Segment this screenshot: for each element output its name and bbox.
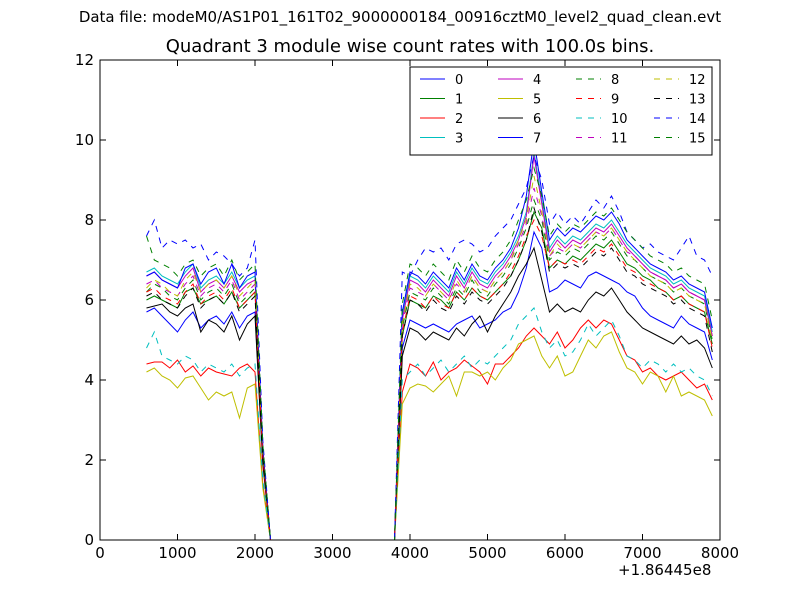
x-tick-label: 0 — [95, 544, 105, 562]
y-tick-label: 10 — [75, 131, 94, 149]
y-tick-label: 0 — [84, 531, 94, 549]
legend-label-14: 14 — [689, 112, 706, 127]
legend-label-13: 13 — [689, 93, 706, 108]
legend-label-7: 7 — [533, 132, 541, 147]
legend-label-9: 9 — [611, 93, 619, 108]
legend-label-0: 0 — [455, 73, 463, 88]
series-line-5 — [146, 331, 713, 540]
x-tick-label: 7000 — [623, 544, 661, 562]
legend-label-11: 11 — [611, 132, 628, 147]
series-line-4 — [146, 155, 713, 540]
figure-suptitle: Data file: modeM0/AS1P01_161T02_90000001… — [78, 8, 722, 26]
legend-label-12: 12 — [689, 73, 706, 88]
series-line-12 — [146, 175, 713, 540]
x-tick-label: 8000 — [701, 544, 739, 562]
legend-label-2: 2 — [455, 112, 463, 127]
legend-label-6: 6 — [533, 112, 541, 127]
series-line-13 — [146, 206, 713, 540]
series-line-8 — [146, 198, 713, 540]
x-tick-label: 1000 — [158, 544, 196, 562]
x-tick-label: 3000 — [313, 544, 351, 562]
series-layer — [146, 139, 713, 540]
series-line-11 — [146, 187, 713, 540]
x-tick-label: 6000 — [546, 544, 584, 562]
series-line-7 — [146, 139, 713, 540]
plot-title: Quadrant 3 module wise count rates with … — [165, 36, 655, 57]
series-line-14 — [146, 154, 713, 540]
x-tick-label: 5000 — [468, 544, 506, 562]
legend-label-4: 4 — [533, 73, 541, 88]
series-line-15 — [146, 166, 713, 540]
y-tick-label: 6 — [84, 291, 94, 309]
x-tick-label: 2000 — [236, 544, 274, 562]
legend-label-5: 5 — [533, 93, 541, 108]
series-line-6 — [146, 246, 713, 540]
legend-label-8: 8 — [611, 73, 619, 88]
series-line-0 — [146, 230, 713, 540]
legend-label-15: 15 — [689, 132, 706, 147]
tick-layer: 0 1000 2000 3000 4000 5000 6000 7000 80000246810… — [75, 51, 739, 562]
legend-box — [409, 66, 713, 156]
y-tick-label: 8 — [84, 211, 94, 229]
y-tick-label: 2 — [84, 451, 94, 469]
x-offset-label: +1.86445e8 — [618, 561, 712, 579]
legend-label-10: 10 — [611, 112, 628, 127]
series-line-10 — [146, 307, 713, 540]
series-line-2 — [146, 319, 713, 540]
y-tick-label: 4 — [84, 371, 94, 389]
series-line-3 — [146, 151, 713, 540]
legend-label-3: 3 — [455, 132, 463, 147]
x-tick-label: 4000 — [391, 544, 429, 562]
legend-label-1: 1 — [455, 93, 463, 108]
y-tick-label: 12 — [75, 51, 94, 69]
series-line-9 — [146, 218, 713, 540]
